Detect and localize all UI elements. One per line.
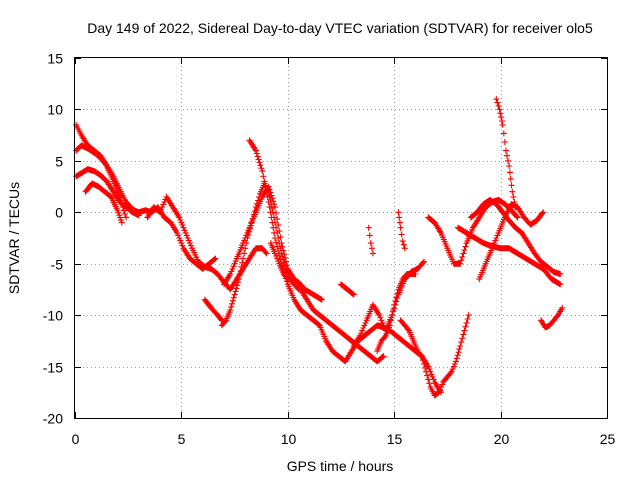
series-arc5	[144, 193, 270, 293]
series-arc21	[493, 96, 519, 211]
y-tick-label: -20	[43, 411, 63, 427]
data-point-markers	[201, 296, 225, 324]
series-arc15	[395, 209, 408, 252]
x-tick-label: 20	[494, 431, 510, 447]
x-axis-title: GPS time / hours	[287, 458, 394, 474]
plot-frame	[74, 57, 608, 419]
x-tick-label: 0	[72, 431, 80, 447]
series-arc4	[82, 180, 125, 226]
x-tick-labels: 0 5 10 15 20 25	[72, 431, 616, 447]
x-tick-label: 25	[600, 431, 616, 447]
x-tick-label: 15	[387, 431, 403, 447]
y-tick-label: -10	[43, 308, 63, 324]
x-tick-label: 5	[178, 431, 186, 447]
data-point-markers	[267, 240, 325, 303]
y-tick-label: 0	[55, 205, 63, 221]
data-point-markers	[395, 209, 408, 252]
data-point-markers	[82, 180, 125, 226]
data-point-markers	[467, 196, 564, 277]
data-point-markers	[397, 312, 472, 399]
data-point-markers	[73, 166, 142, 219]
series-arc6	[201, 296, 225, 324]
y-tick-label: -5	[51, 257, 64, 273]
series-arc16	[397, 312, 472, 399]
y-tick-label: 10	[47, 102, 63, 118]
y-tick-label: 15	[47, 51, 63, 67]
chart-title: Day 149 of 2022, Sidereal Day-to-day VTE…	[87, 20, 593, 36]
series-arc11	[338, 281, 357, 298]
y-tick-label: -15	[43, 360, 63, 376]
data-point-markers	[144, 193, 270, 293]
data-point-markers	[374, 271, 419, 355]
series-arc20	[476, 201, 547, 283]
y-tick-label: 5	[55, 154, 63, 170]
data-point-markers	[365, 224, 376, 257]
series-arc13	[374, 271, 419, 355]
series-arc3	[73, 166, 142, 219]
series-arc14	[365, 224, 376, 257]
series-arc22	[538, 304, 566, 331]
series-arc10	[267, 240, 325, 303]
data-point-markers	[476, 201, 547, 283]
data-series	[73, 96, 566, 399]
data-point-markers	[338, 281, 357, 298]
series-arc19	[467, 196, 564, 277]
data-point-markers	[493, 96, 519, 211]
data-point-markers	[538, 304, 566, 331]
y-tick-labels: -20 -15 -10 -5 0 5 10 15	[43, 51, 63, 427]
y-axis-title: SDTVAR / TECUs	[6, 182, 22, 294]
x-tick-label: 10	[281, 431, 297, 447]
